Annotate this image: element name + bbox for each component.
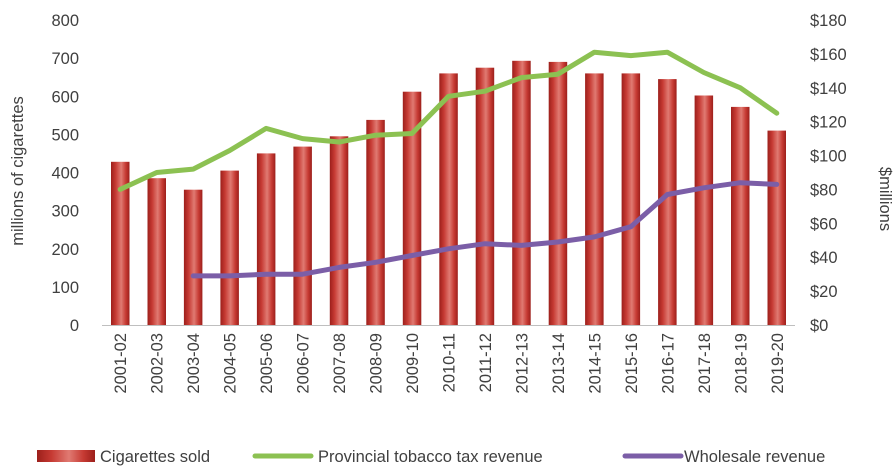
left-tick-label: 200 — [51, 241, 79, 259]
x-tick-label: 2014-15 — [586, 333, 604, 394]
right-axis-title: $millions — [876, 167, 894, 231]
bar-2007-08 — [329, 136, 349, 325]
x-tick-label: 2005-06 — [258, 333, 276, 394]
bar-2006-07 — [293, 146, 312, 325]
bar-2017-18 — [694, 95, 714, 325]
bar-2001-02 — [111, 161, 130, 325]
right-tick-label: $100 — [810, 148, 847, 166]
x-tick-label: 2017-18 — [696, 333, 714, 394]
x-tick-label: 2001-02 — [112, 333, 130, 394]
left-tick-label: 400 — [51, 165, 79, 183]
left-tick-label: 600 — [51, 88, 79, 106]
bar-2014-15 — [585, 73, 604, 326]
right-tick-label: $140 — [810, 80, 847, 98]
bar-2004-05 — [220, 170, 239, 325]
x-tick-label: 2006-07 — [295, 333, 313, 394]
left-axis-title: millions of cigarettes — [9, 96, 27, 245]
legend-label-wholesale-revenue: Wholesale revenue — [684, 448, 825, 466]
left-tick-label: 100 — [51, 279, 79, 297]
x-tick-label: 2018-19 — [732, 333, 750, 394]
bar-2010-11 — [439, 73, 458, 326]
x-tick-label: 2008-09 — [368, 333, 386, 394]
x-tick-label: 2007-08 — [331, 333, 349, 394]
left-axis: 0 100 200 300 400 500 600 700 800 — [51, 12, 79, 335]
left-tick-label: 700 — [51, 50, 79, 68]
x-tick-label: 2016-17 — [659, 333, 677, 394]
bar-series — [111, 60, 786, 326]
bar-2002-03 — [147, 178, 166, 325]
bar-2009-10 — [402, 91, 422, 325]
right-tick-label: $120 — [810, 114, 847, 132]
bar-2016-17 — [658, 79, 677, 325]
legend-label-cigarettes-sold: Cigarettes sold — [100, 448, 210, 466]
line-series-group — [117, 49, 780, 279]
bar-2015-16 — [621, 73, 641, 326]
right-tick-label: $60 — [810, 215, 838, 233]
x-tick-label: 2003-04 — [185, 333, 203, 394]
left-tick-label: 500 — [51, 126, 79, 144]
left-tick-label: 300 — [51, 203, 79, 221]
bar-2018-19 — [731, 106, 750, 326]
right-axis: $0 $20 $40 $60 $80 $100 $120 $140 $160 $180 — [810, 12, 847, 335]
x-axis: 2001-02 2002-03 2003-04 2004-05 2005-06 2006-… — [102, 325, 795, 394]
right-tick-label: $0 — [810, 317, 828, 335]
x-tick-label: 2004-05 — [222, 333, 240, 394]
right-tick-label: $180 — [810, 12, 847, 30]
bar-2008-09 — [366, 119, 385, 326]
bar-2012-13 — [512, 60, 531, 326]
x-tick-label: 2013-14 — [550, 333, 568, 394]
x-tick-label: 2009-10 — [404, 333, 422, 394]
right-tick-label: $160 — [810, 46, 847, 64]
bar-2003-04 — [183, 189, 203, 325]
bar-2011-12 — [475, 67, 495, 325]
left-tick-label: 800 — [51, 12, 79, 30]
legend-label-provincial-tobacco-tax-revenue: Provincial tobacco tax revenue — [318, 448, 543, 466]
right-tick-label: $40 — [810, 249, 838, 267]
line-provincial-tobacco-tax-revenue — [117, 49, 780, 192]
x-tick-label: 2010-11 — [441, 333, 459, 392]
bar-2005-06 — [256, 153, 276, 325]
line-wholesale-revenue — [190, 180, 780, 279]
bar-2019-20 — [767, 130, 786, 325]
legend-swatch-cigarettes-sold — [37, 450, 95, 462]
x-tick-label: 2012-13 — [513, 333, 531, 394]
x-tick-label: 2019-20 — [769, 333, 787, 394]
right-tick-label: $20 — [810, 283, 838, 301]
legend: Cigarettes sold Provincial tobacco tax re… — [37, 448, 825, 466]
left-tick-label: 0 — [70, 317, 79, 335]
x-tick-label: 2002-03 — [149, 333, 167, 394]
bar-2013-14 — [548, 61, 568, 326]
x-tick-label: 2015-16 — [623, 333, 641, 394]
x-tick-label: 2011-12 — [477, 333, 495, 392]
right-tick-label: $80 — [810, 181, 838, 199]
